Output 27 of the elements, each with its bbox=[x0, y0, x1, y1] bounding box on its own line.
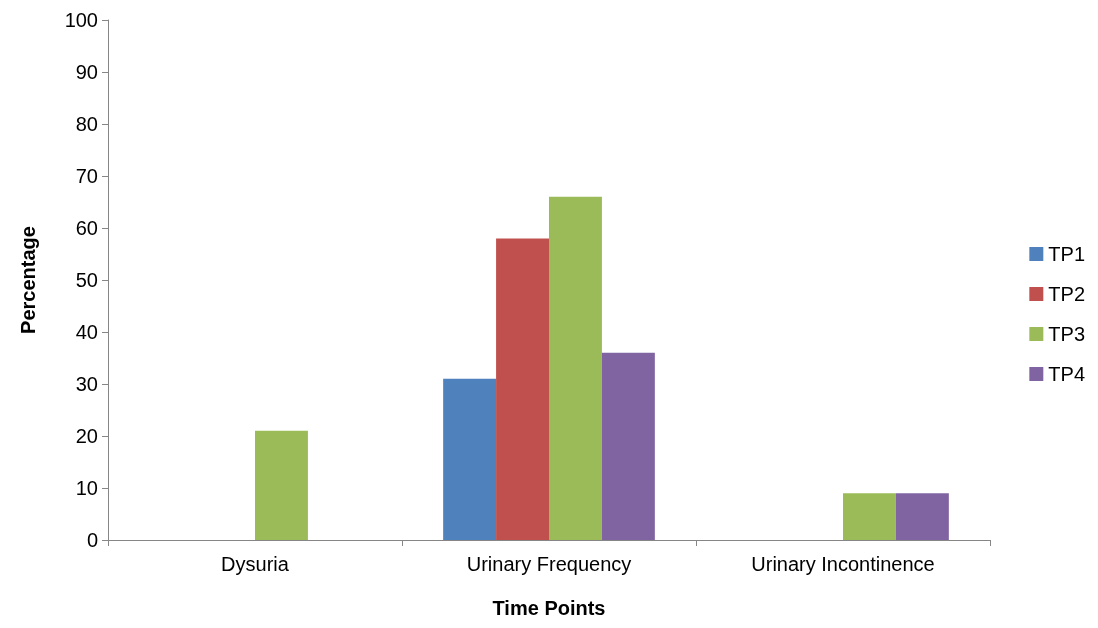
y-tick-label: 10 bbox=[75, 477, 98, 499]
bar bbox=[895, 493, 949, 540]
legend-label: TP4 bbox=[1048, 363, 1086, 385]
bar bbox=[255, 430, 308, 540]
bar bbox=[601, 352, 655, 540]
y-tick-label: 70 bbox=[75, 165, 98, 187]
y-tick-label: 100 bbox=[64, 9, 98, 31]
y-tick-label: 0 bbox=[86, 529, 98, 551]
y-tick-label: 60 bbox=[75, 217, 98, 239]
bar bbox=[843, 493, 896, 540]
legend-label: TP3 bbox=[1048, 323, 1086, 345]
y-tick-label: 30 bbox=[75, 373, 98, 395]
legend-label: TP1 bbox=[1048, 243, 1086, 265]
bar bbox=[443, 378, 497, 540]
x-axis-title: Time Points bbox=[492, 597, 606, 619]
x-tick-label: Urinary Frequency bbox=[466, 553, 632, 575]
legend-label: TP2 bbox=[1048, 283, 1086, 305]
y-tick-label: 50 bbox=[75, 269, 98, 291]
x-tick-label: Urinary Incontinence bbox=[751, 553, 935, 575]
y-tick-label: 90 bbox=[75, 61, 98, 83]
y-axis-title: Percentage bbox=[17, 226, 39, 334]
bar bbox=[549, 196, 602, 540]
x-tick-label: Dysuria bbox=[221, 553, 290, 575]
y-tick-label: 20 bbox=[75, 425, 98, 447]
bar bbox=[496, 238, 549, 540]
y-tick-label: 40 bbox=[75, 321, 98, 343]
y-tick-label: 80 bbox=[75, 113, 98, 135]
